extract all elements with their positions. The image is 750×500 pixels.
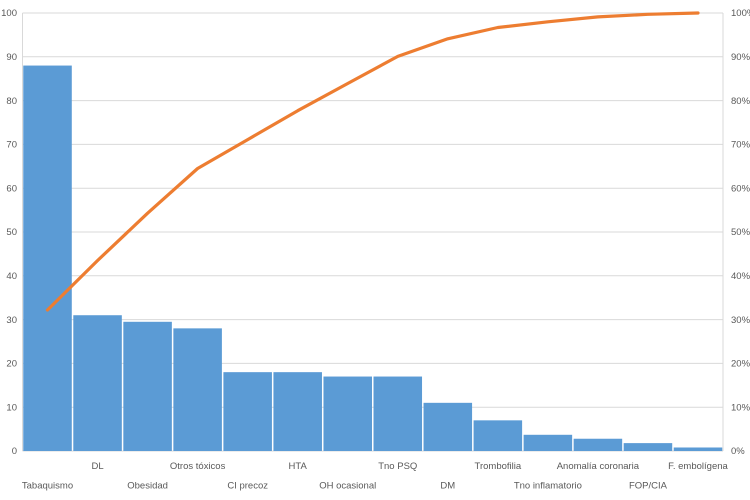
frequency-bar (323, 376, 372, 451)
right-axis-tick-label: 10% (731, 402, 750, 413)
left-axis-tick-label: 50 (6, 227, 17, 238)
left-axis-tick-label: 90 (6, 52, 17, 63)
right-axis-tick-label: 60% (731, 183, 750, 194)
frequency-bar (473, 420, 523, 451)
x-category-label: Tno inflamatorio (514, 481, 582, 492)
x-category-label: Obesidad (127, 481, 168, 492)
x-category-label: FOP/CIA (629, 481, 668, 492)
x-category-label: HTA (289, 461, 308, 472)
right-axis-tick-label: 30% (731, 315, 750, 326)
right-axis-tick-label: 50% (731, 227, 750, 238)
frequency-bar (23, 65, 72, 451)
x-category-label: Otros tóxicos (170, 461, 226, 472)
left-axis-tick-label: 80 (6, 96, 17, 107)
frequency-bar (623, 443, 673, 451)
left-axis-tick-label: 70 (6, 140, 17, 151)
frequency-bar (173, 328, 222, 451)
left-axis-tick-label: 100 (1, 8, 17, 19)
frequency-bar (673, 447, 723, 451)
right-axis-tick-label: 80% (731, 96, 750, 107)
left-axis-tick-label: 0 (12, 446, 17, 457)
frequency-bar (123, 321, 172, 451)
frequency-bar (423, 402, 473, 451)
right-axis-tick-label: 20% (731, 359, 750, 370)
left-axis-tick-label: 40 (6, 271, 17, 282)
frequency-bar (523, 434, 573, 451)
x-category-label: DL (91, 461, 103, 472)
x-category-label: F. embolígena (668, 461, 728, 472)
frequency-bar (373, 376, 423, 451)
x-category-label: DM (440, 481, 455, 492)
right-axis-tick-label: 70% (731, 140, 750, 151)
x-category-label: Anomalía coronaria (557, 461, 640, 472)
x-category-label: Tno PSQ (378, 461, 417, 472)
frequency-bar (73, 315, 122, 451)
left-axis-tick-label: 30 (6, 315, 17, 326)
right-axis-tick-label: 90% (731, 52, 750, 63)
left-axis-tick-label: 60 (6, 183, 17, 194)
right-axis-tick-label: 0% (731, 446, 745, 457)
frequency-bar (273, 372, 322, 451)
x-category-label: Tabaquismo (22, 481, 73, 492)
left-axis-tick-label: 20 (6, 359, 17, 370)
left-axis-tick-label: 10 (6, 402, 17, 413)
right-axis-tick-label: 100% (731, 8, 750, 19)
frequency-bar (573, 438, 623, 451)
x-category-label: OH ocasional (319, 481, 376, 492)
frequency-bar (223, 372, 272, 451)
cumulative-percentage-line (45, 11, 700, 312)
right-axis-tick-label: 40% (731, 271, 750, 282)
x-category-label: Trombofilia (475, 461, 522, 472)
x-category-label: CI precoz (227, 481, 268, 492)
